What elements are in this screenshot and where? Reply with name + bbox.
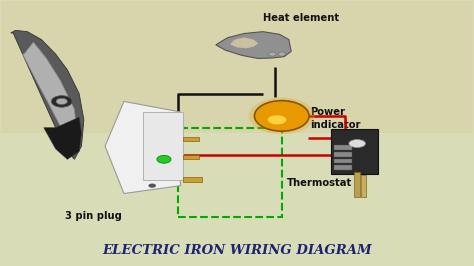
Circle shape [51, 95, 72, 107]
Circle shape [278, 52, 285, 56]
FancyBboxPatch shape [334, 146, 353, 150]
FancyBboxPatch shape [331, 129, 378, 174]
Text: Power
indicator: Power indicator [310, 107, 361, 130]
Polygon shape [216, 32, 291, 59]
Polygon shape [105, 101, 181, 194]
FancyBboxPatch shape [354, 172, 360, 197]
Circle shape [255, 101, 309, 131]
Circle shape [148, 184, 156, 188]
Text: Heat element: Heat element [263, 14, 339, 23]
Circle shape [56, 98, 67, 105]
FancyBboxPatch shape [183, 177, 201, 182]
FancyBboxPatch shape [334, 152, 353, 157]
Circle shape [249, 97, 315, 134]
Polygon shape [1, 1, 473, 133]
FancyBboxPatch shape [334, 159, 353, 163]
Text: Thermostat: Thermostat [286, 178, 352, 188]
Polygon shape [11, 30, 84, 159]
Polygon shape [143, 112, 183, 180]
Text: ELECTRIC IRON WIRING DIAGRAM: ELECTRIC IRON WIRING DIAGRAM [102, 244, 372, 257]
FancyBboxPatch shape [361, 175, 365, 197]
Text: 3 pin plug: 3 pin plug [65, 211, 122, 221]
FancyBboxPatch shape [334, 165, 353, 170]
FancyBboxPatch shape [183, 155, 199, 159]
Circle shape [157, 155, 171, 163]
Polygon shape [23, 42, 78, 145]
FancyBboxPatch shape [183, 137, 199, 141]
Circle shape [269, 52, 276, 56]
Polygon shape [230, 38, 258, 48]
Polygon shape [44, 117, 82, 159]
Ellipse shape [268, 115, 286, 124]
Ellipse shape [349, 140, 365, 147]
